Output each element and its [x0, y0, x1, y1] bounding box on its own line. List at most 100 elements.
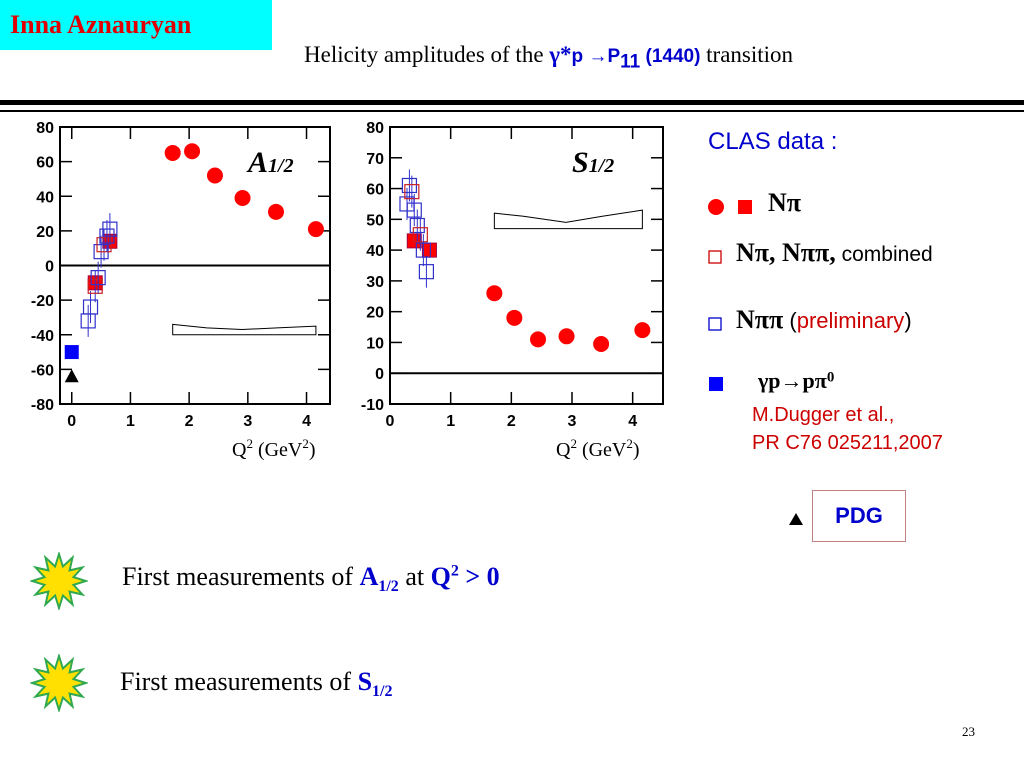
legend-row2-label: Nπ, Nππ, [736, 238, 836, 267]
y-tick-label: 10 [366, 335, 384, 352]
title-arrow: → [588, 46, 608, 67]
x-tick-label: 1 [126, 413, 135, 430]
data-point-square [64, 345, 79, 360]
panel-label-main: A [246, 146, 268, 179]
data-point-circle [530, 331, 547, 348]
title-mass: (1440) [640, 46, 701, 67]
author-name: Inna Aznauryan [10, 10, 192, 39]
data-point-open-square [90, 270, 106, 286]
measurement-s12-sub: 1/2 [372, 683, 393, 701]
legend-ref1: M.Dugger et al., [752, 404, 895, 426]
measurement-a12-tail: > 0 [458, 562, 500, 591]
data-point-open-square [412, 227, 428, 243]
y-tick-label: 20 [36, 224, 54, 241]
data-point-circle [184, 143, 201, 160]
starburst-icon [30, 552, 88, 610]
x-axis-label-sup: 2 [570, 436, 577, 451]
starburst-icon [30, 654, 88, 712]
legend-row-combined: Nπ, Nππ, combined [706, 238, 933, 268]
x-tick-label: 3 [568, 413, 577, 430]
data-point-open-square [415, 242, 431, 258]
x-axis-label-unit: (GeV [577, 439, 627, 461]
title-p: p [571, 46, 589, 67]
x-tick-label: 4 [628, 413, 637, 430]
legend-red-markers-icon [708, 199, 752, 216]
measurement-a12-q: Q [430, 562, 451, 591]
data-point-circle [506, 309, 523, 326]
panel-label-main: S [572, 146, 589, 179]
title-rule-thin [0, 110, 1024, 112]
data-point-circle [486, 285, 503, 302]
title-rule-thick [0, 100, 1024, 105]
measurement-a12-text: First measurements of [122, 562, 360, 591]
title-suffix: transition [700, 42, 794, 67]
x-tick-label: 4 [302, 413, 311, 430]
legend-open-square-icon [708, 250, 722, 264]
legend-row3-open: ( [783, 308, 797, 333]
y-tick-label: 40 [36, 189, 54, 206]
legend-triangle-icon [789, 513, 803, 525]
measurement-a12-sub: 1/2 [378, 578, 399, 596]
data-point-triangle [64, 369, 79, 383]
legend-row1-label: Nπ [768, 188, 802, 217]
x-axis-label: Q2 (GeV2) [556, 436, 640, 461]
legend-pdg-label: PDG [812, 490, 906, 542]
y-tick-label: 80 [36, 120, 54, 137]
legend-blue-square-icon [709, 377, 723, 392]
data-point-circle [634, 322, 651, 339]
y-tick-label: -60 [31, 362, 54, 379]
data-point-open-square [401, 177, 418, 194]
measurement-a12-mid: at [398, 562, 431, 591]
page-number: 23 [962, 724, 975, 739]
y-tick-label: 50 [366, 212, 384, 229]
y-tick-label: 0 [375, 366, 384, 383]
author-banner: Inna Aznauryan [0, 0, 272, 50]
data-point-open-square [409, 217, 425, 234]
legend-ref2: PR C76 025211,2007 [752, 432, 943, 454]
x-axis-label-unit-sup: 2 [626, 436, 633, 451]
x-axis-label-unit: (GeV [253, 439, 303, 461]
legend: CLAS data : Nπ Nπ, Nππ, combined Nππ (pr… [700, 120, 1024, 542]
title-sub: 11 [620, 51, 641, 73]
panel-label-sub: 1/2 [589, 155, 615, 177]
y-tick-label: 0 [45, 259, 54, 276]
data-point-circle [268, 203, 284, 220]
legend-row2-suffix: combined [835, 243, 933, 266]
legend-row3-close: ) [904, 308, 912, 333]
x-axis-label-close: ) [309, 439, 316, 461]
data-point-circle [558, 328, 575, 345]
x-axis-label-close: ) [633, 439, 640, 461]
y-tick-label: -40 [31, 328, 54, 345]
measurement-a12-sym: A [359, 562, 379, 591]
data-point-circle [206, 167, 223, 184]
x-axis-label-unit-sup: 2 [302, 436, 309, 451]
data-point-square [406, 233, 422, 249]
slide-title: Helicity amplitudes of the γ*p →P11 (144… [304, 42, 793, 74]
y-tick-label: 80 [366, 120, 384, 137]
legend-row-dugger: γp→pπ0 [706, 368, 834, 394]
panel-label-sub: 1/2 [268, 155, 294, 177]
measurement-s12-sym: S [357, 667, 373, 696]
title-gamma: γ* [549, 42, 572, 67]
legend-row-npipi: Nππ (preliminary) [706, 305, 912, 335]
data-point-open-square [82, 299, 99, 315]
measurement-a12-q-sup: 2 [450, 562, 459, 580]
measurement-s12: First measurements of S1/2 [120, 667, 393, 701]
y-tick-label: 40 [366, 243, 384, 260]
panel-label: S1/2 [572, 146, 614, 179]
title-prefix: Helicity amplitudes of the [304, 42, 550, 67]
y-tick-label: 30 [366, 274, 384, 291]
data-point-open-square [418, 264, 435, 280]
y-tick-label: -10 [361, 397, 384, 414]
measurement-s12-text: First measurements of [120, 667, 358, 696]
y-tick-label: 20 [366, 305, 384, 322]
y-tick-label: -20 [31, 293, 54, 310]
legend-heading: CLAS data : [708, 128, 838, 155]
x-axis-label: Q2 (GeV2) [232, 436, 316, 461]
data-point-open-square [406, 202, 422, 218]
legend-open-square-blue-icon [708, 317, 722, 331]
y-tick-label: 70 [366, 151, 384, 168]
measurement-a12: First measurements of A1/2 at Q2 > 0 [122, 562, 500, 596]
